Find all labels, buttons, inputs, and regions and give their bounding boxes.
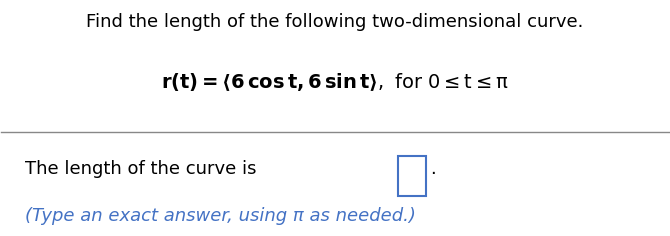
FancyBboxPatch shape bbox=[399, 156, 426, 196]
Text: (Type an exact answer, using π as needed.): (Type an exact answer, using π as needed… bbox=[25, 207, 415, 225]
Text: .: . bbox=[429, 160, 436, 178]
Text: Find the length of the following two-dimensional curve.: Find the length of the following two-dim… bbox=[86, 13, 584, 31]
Text: The length of the curve is: The length of the curve is bbox=[25, 160, 256, 178]
Text: $\mathbf{r(t) = \langle 6\,}$$\mathbf{cos}$$\mathbf{\,t, 6\,}$$\mathbf{sin}$$\ma: $\mathbf{r(t) = \langle 6\,}$$\mathbf{co… bbox=[161, 71, 509, 93]
